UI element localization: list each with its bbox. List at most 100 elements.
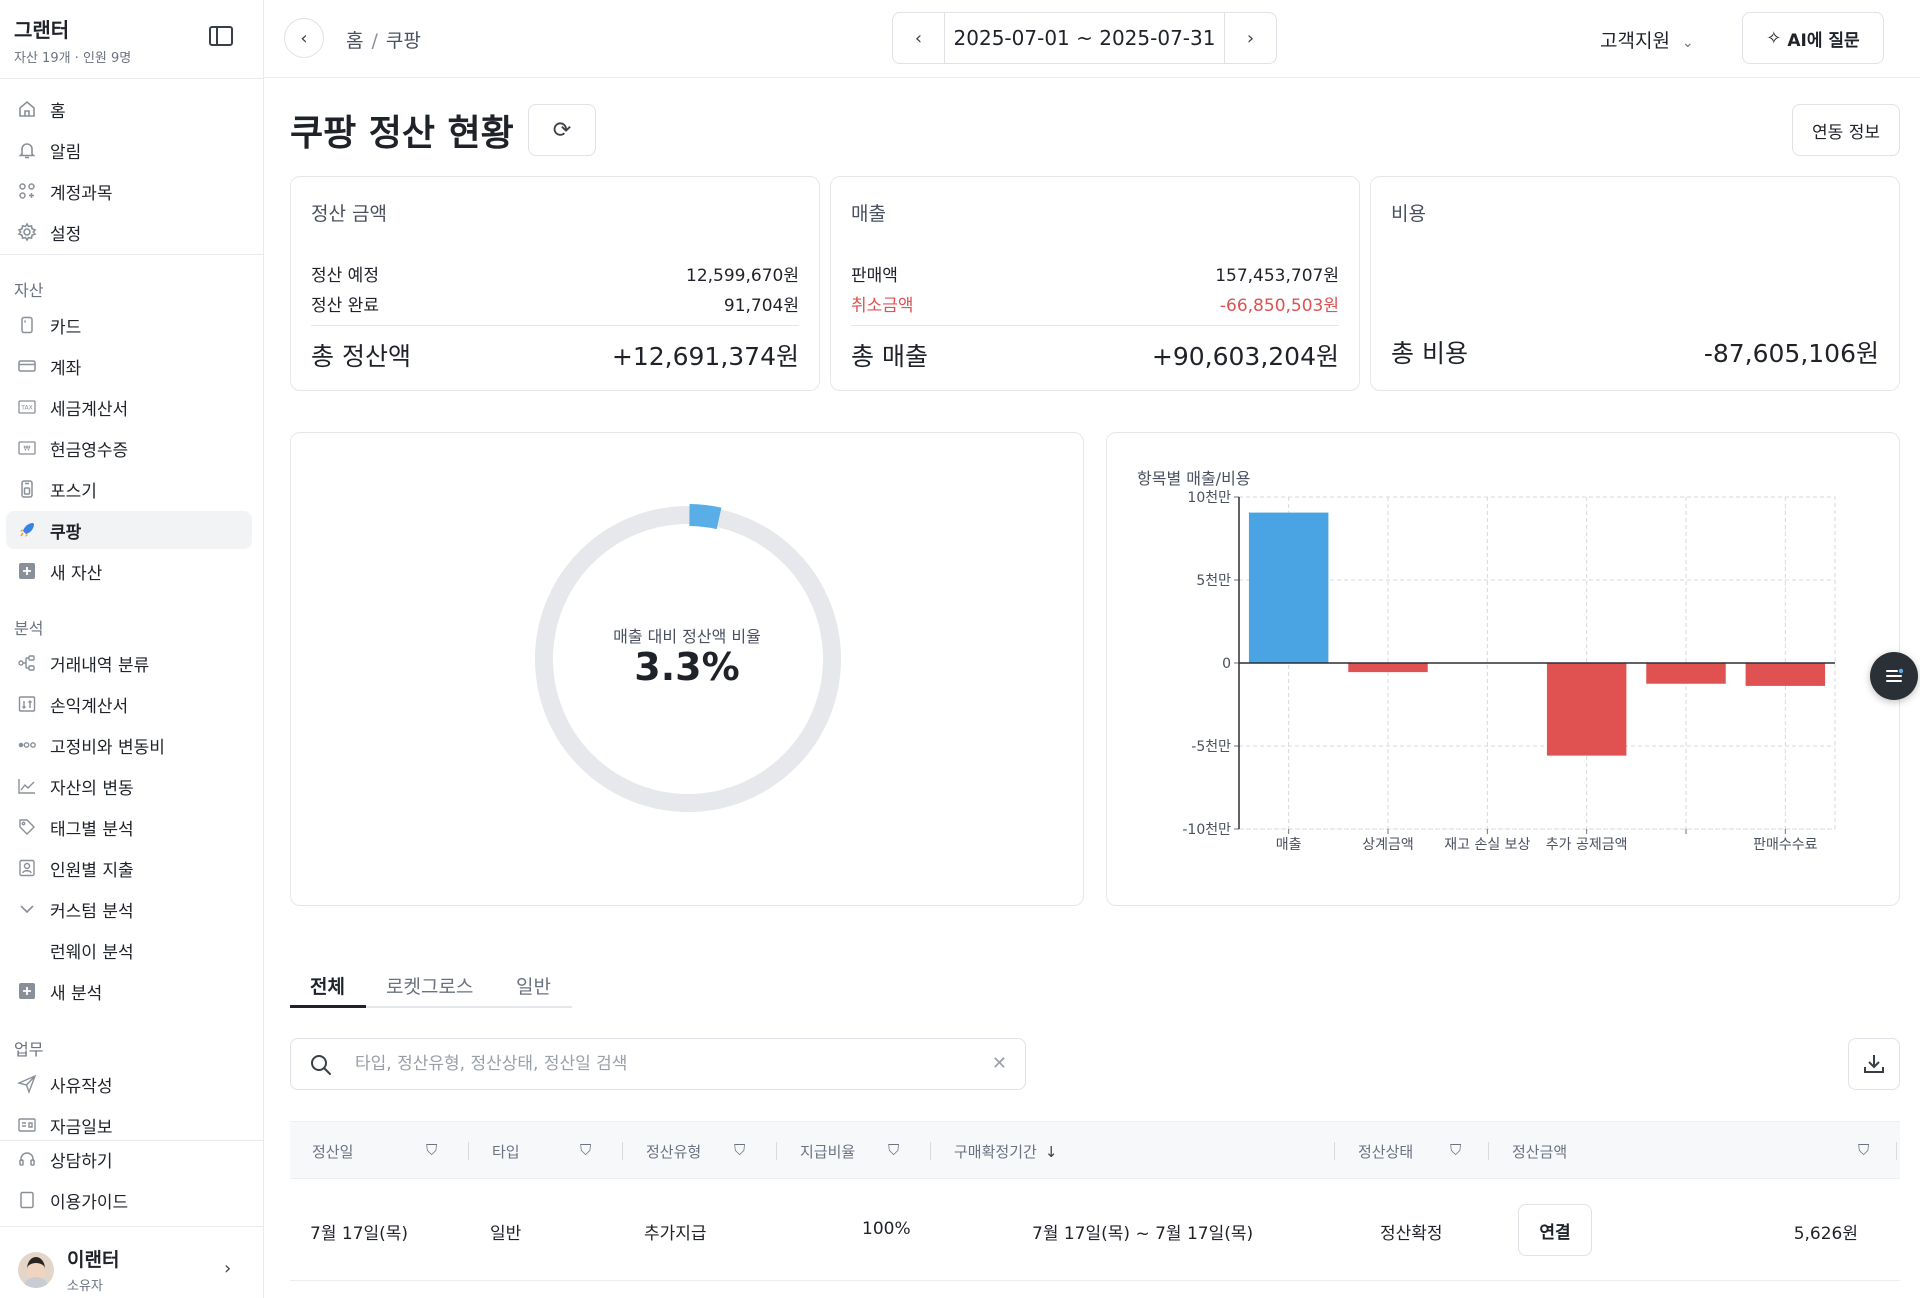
table-row[interactable]: 7월 17일(목) 일반 추가지급 100% 7월 17일(목) ~ 7월 17… xyxy=(290,1179,1900,1281)
plus-icon xyxy=(16,560,38,582)
connect-button[interactable]: 연결 xyxy=(1518,1204,1592,1256)
table-header: 정산일 ⛉ 타입 ⛉ 정산유형 ⛉ 지급비율 ⛉ 구매확정기간 ↓ 정산상태 ⛉ … xyxy=(290,1121,1900,1179)
sidebar-item-cash-receipt[interactable]: ₩ 현금영수증 xyxy=(6,429,252,467)
sidebar-item-guide[interactable]: 이용가이드 xyxy=(6,1181,252,1219)
sidebar-item-income-statement[interactable]: 손익계산서 xyxy=(6,685,252,723)
report-icon xyxy=(16,1114,38,1136)
col-settle-type[interactable]: 정산유형 xyxy=(646,1141,701,1162)
search-input[interactable] xyxy=(355,1049,955,1079)
ledger-icon xyxy=(16,693,38,715)
filter-icon[interactable]: ⛉ xyxy=(1858,1141,1870,1159)
breadcrumb-separator: / xyxy=(371,30,378,52)
col-date[interactable]: 정산일 xyxy=(312,1141,353,1162)
col-divider xyxy=(622,1142,623,1160)
prev-period-button[interactable]: ‹ xyxy=(893,13,945,63)
sidebar-item-bank[interactable]: 계좌 xyxy=(6,347,252,385)
sidebar-item-pos[interactable]: 포스기 xyxy=(6,470,252,508)
active-tab-indicator xyxy=(290,1005,366,1008)
ask-ai-button[interactable]: ✧ AI에 질문 xyxy=(1742,12,1884,64)
breadcrumb-current: 쿠팡 xyxy=(385,30,421,52)
card-title: 정산 금액 xyxy=(311,203,387,225)
bank-icon xyxy=(16,355,38,377)
svg-text:TAX: TAX xyxy=(20,405,32,412)
sidebar-item-accounts[interactable]: 계정과목 xyxy=(6,172,252,210)
filter-icon[interactable]: ⛉ xyxy=(888,1141,900,1159)
chevron-down-icon[interactable] xyxy=(16,898,38,920)
x-tick-label: 매출 xyxy=(1276,837,1302,853)
book-icon xyxy=(16,1189,38,1211)
donut-value: 3.3% xyxy=(634,645,740,689)
divider xyxy=(311,325,799,326)
sidebar-item-label: 자산의 변동 xyxy=(50,778,134,799)
sidebar-item-label: 홈 xyxy=(50,101,66,122)
breadcrumb: 홈 / 쿠팡 xyxy=(346,26,421,53)
filter-icon[interactable]: ⛉ xyxy=(1450,1141,1462,1159)
col-status[interactable]: 정산상태 xyxy=(1358,1141,1413,1162)
user-profile[interactable]: 이랜터 소유자 xyxy=(18,1245,119,1294)
tab-all[interactable]: 전체 xyxy=(310,976,345,998)
tab-general[interactable]: 일반 xyxy=(516,976,551,998)
download-button[interactable] xyxy=(1848,1038,1900,1090)
col-label: 구매확정기간 xyxy=(954,1143,1037,1161)
col-period[interactable]: 구매확정기간 ↓ xyxy=(954,1141,1057,1162)
sidebar-collapse-icon[interactable] xyxy=(209,26,233,46)
sidebar-item-reason-write[interactable]: 사유작성 xyxy=(6,1065,252,1103)
sidebar-item-coupang[interactable]: 쿠팡 xyxy=(6,511,252,549)
search-box: ✕ xyxy=(290,1038,1026,1090)
next-period-button[interactable]: › xyxy=(1224,13,1276,63)
settlement-done-row: 정산 완료 91,704원 xyxy=(311,291,799,316)
back-button[interactable]: ‹ xyxy=(284,18,324,58)
row-value: 157,453,707원 xyxy=(1215,266,1339,286)
section-label-assets: 자산 xyxy=(14,281,44,300)
filter-icon[interactable]: ⛉ xyxy=(426,1141,438,1159)
col-amount[interactable]: 정산금액 xyxy=(1512,1141,1567,1162)
sidebar-item-label: 현금영수증 xyxy=(50,440,129,461)
support-dropdown[interactable]: 고객지원 ⌄ xyxy=(1600,26,1694,53)
sidebar-item-asset-change[interactable]: 자산의 변동 xyxy=(6,767,252,805)
sidebar-item-tag-analysis[interactable]: 태그별 분석 xyxy=(6,808,252,846)
sidebar-item-alerts[interactable]: 알림 xyxy=(6,131,252,169)
cost-card: 비용 총 비용 -87,605,106원 xyxy=(1370,176,1900,391)
sidebar-item-label: 계정과목 xyxy=(50,183,113,204)
col-type[interactable]: 타입 xyxy=(492,1141,520,1162)
list-icon xyxy=(1886,668,1904,682)
sidebar-item-home[interactable]: 홈 xyxy=(6,90,252,128)
chevron-right-icon[interactable]: › xyxy=(224,1258,232,1279)
sidebar-item-consult[interactable]: 상담하기 xyxy=(6,1140,252,1178)
tax-icon: TAX xyxy=(16,396,38,418)
sidebar-item-label: 포스기 xyxy=(50,481,97,502)
breadcrumb-home[interactable]: 홈 xyxy=(346,30,364,52)
filter-icon[interactable]: ⛉ xyxy=(734,1141,746,1159)
row-value: 12,599,670원 xyxy=(686,266,799,286)
sidebar-item-transaction-classify[interactable]: 거래내역 분류 xyxy=(6,644,252,682)
col-divider xyxy=(776,1142,777,1160)
settlement-card: 정산 금액 정산 예정 12,599,670원 정산 완료 91,704원 총 … xyxy=(290,176,820,391)
bar xyxy=(1546,663,1627,756)
date-range-text[interactable]: 2025-07-01 ~ 2025-07-31 xyxy=(953,26,1216,50)
sidebar-item-runway-analysis[interactable]: 런웨이 분석 xyxy=(6,931,252,969)
sidebar-item-fixed-variable[interactable]: 고정비와 변동비 xyxy=(6,726,252,764)
sidebar-item-settings[interactable]: 설정 xyxy=(6,213,252,251)
refresh-icon: ⟳ xyxy=(552,117,572,143)
sidebar-item-label: 새 분석 xyxy=(50,983,103,1004)
svg-text:₩: ₩ xyxy=(24,445,31,453)
refresh-button[interactable]: ⟳ xyxy=(528,104,596,156)
floating-menu-button[interactable] xyxy=(1870,652,1918,700)
col-divider xyxy=(930,1142,931,1160)
sidebar-item-custom-analysis[interactable]: 커스텀 분석 xyxy=(6,890,252,928)
row-label: 취소금액 xyxy=(851,296,914,316)
clear-icon[interactable]: ✕ xyxy=(991,1053,1007,1074)
sidebar-item-person-spend[interactable]: 인원별 지출 xyxy=(6,849,252,887)
org-switcher[interactable]: 그랜터 자산 19개 · 인원 9명 xyxy=(14,14,131,66)
filter-icon[interactable]: ⛉ xyxy=(580,1141,592,1159)
col-ratio[interactable]: 지급비율 xyxy=(800,1141,855,1162)
sidebar-item-new-analysis[interactable]: 새 분석 xyxy=(6,972,252,1010)
link-info-button[interactable]: 연동 정보 xyxy=(1792,104,1900,156)
chevron-left-icon: ‹ xyxy=(300,27,308,49)
sidebar-item-label: 계좌 xyxy=(50,358,82,379)
tab-rocket-growth[interactable]: 로켓그로스 xyxy=(386,976,474,998)
sidebar-item-fund-report[interactable]: 자금일보 xyxy=(6,1106,252,1144)
sidebar-item-card[interactable]: 카드 xyxy=(6,306,252,344)
sidebar-item-tax-invoice[interactable]: TAX 세금계산서 xyxy=(6,388,252,426)
sidebar-item-new-asset[interactable]: 새 자산 xyxy=(6,552,252,590)
